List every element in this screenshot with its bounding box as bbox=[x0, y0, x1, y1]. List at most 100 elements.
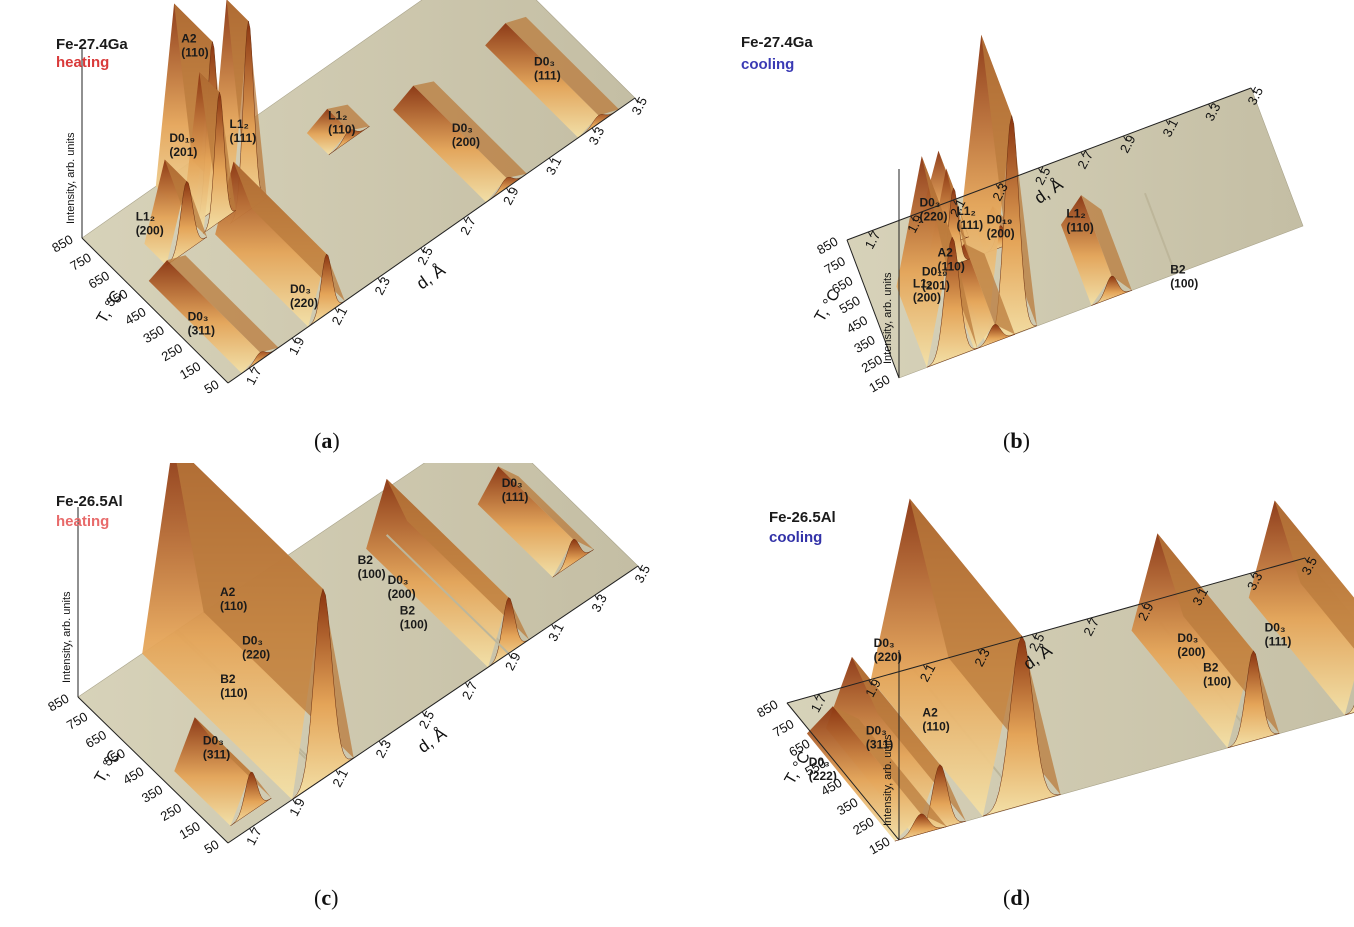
peak-hkl-label: (200) bbox=[452, 135, 480, 149]
mode-label: heating bbox=[56, 513, 110, 530]
peak-phase-label: D0₃ bbox=[203, 734, 224, 748]
x-tick-label: 1.7 bbox=[862, 228, 884, 251]
y-tick-label: 750 bbox=[67, 250, 93, 274]
peak-hkl-label: (111) bbox=[502, 490, 529, 504]
peak-phase-label: L1₂ bbox=[1066, 207, 1085, 221]
peak-hkl-label: (201) bbox=[169, 145, 197, 159]
x-tick-label: 2.7 bbox=[1080, 615, 1102, 638]
x-tick-label: 1.9 bbox=[904, 212, 926, 235]
peak-hkl-label: (200) bbox=[913, 291, 941, 305]
x-tick bbox=[464, 682, 469, 688]
x-tick-label: 3.3 bbox=[588, 592, 610, 615]
y-tick-label: 150 bbox=[176, 818, 202, 842]
peak-ridge-right bbox=[964, 243, 1015, 335]
x-axis-label: d, Å bbox=[414, 723, 450, 756]
x-tick bbox=[1037, 167, 1042, 174]
y-axis-line bbox=[846, 239, 900, 379]
x-tick bbox=[506, 187, 510, 194]
x-tick-label: 3.3 bbox=[1202, 100, 1224, 123]
x-axis-label: d, Å bbox=[413, 260, 449, 293]
y-tick-label: 150 bbox=[177, 358, 203, 382]
y-tick-label: 650 bbox=[86, 268, 112, 292]
peak-cross-section bbox=[292, 588, 354, 800]
y-tick-label: 350 bbox=[140, 322, 166, 346]
x-tick-label: 2.9 bbox=[1135, 600, 1157, 623]
peak-hkl-label: (220) bbox=[874, 650, 902, 664]
x-tick bbox=[1208, 103, 1212, 110]
x-tick-label: 2.7 bbox=[1074, 148, 1096, 171]
peak-ridge-left bbox=[1060, 195, 1112, 306]
x-tick-label: 3.5 bbox=[1244, 84, 1266, 107]
peak-hkl-label: (220) bbox=[242, 647, 270, 661]
peak-phase-label: D0₃ bbox=[809, 755, 830, 769]
x-tick bbox=[248, 367, 253, 374]
x-tick bbox=[637, 565, 642, 572]
peak-hkl-label: (200) bbox=[136, 223, 164, 237]
peak-phase-label: B2 bbox=[1170, 263, 1186, 277]
x-tick-label: 2.9 bbox=[502, 650, 524, 673]
peak-hkl-label: (311) bbox=[203, 748, 230, 762]
peak-ridge-right bbox=[176, 463, 354, 759]
peak-hkl-label: (100) bbox=[1203, 674, 1231, 688]
peak-ridge-right bbox=[1081, 195, 1132, 291]
x-tick bbox=[995, 183, 1000, 190]
peak-hkl-label: (111) bbox=[534, 68, 561, 82]
peak-phase-label: D0₁₉ bbox=[987, 213, 1013, 227]
peak-phase-label: L1₂ bbox=[956, 204, 975, 218]
peak-hkl-label: (200) bbox=[987, 227, 1015, 241]
peak-phase-label: A2 bbox=[937, 245, 953, 259]
y-tick-label: 250 bbox=[158, 800, 184, 824]
peak-phase-label: B2 bbox=[400, 604, 416, 618]
peak-cross-section bbox=[328, 126, 370, 155]
peak-cross-section bbox=[926, 236, 978, 368]
y-tick-label: 350 bbox=[139, 782, 165, 806]
peak-hkl-label: (111) bbox=[1265, 634, 1292, 648]
x-tick bbox=[1304, 557, 1309, 564]
y-tick-label: 250 bbox=[159, 340, 185, 364]
peak-ridge-left bbox=[174, 717, 251, 826]
mode-label: cooling bbox=[769, 529, 823, 546]
x-tick-label: 2.5 bbox=[416, 708, 438, 731]
y-axis-line bbox=[786, 702, 900, 841]
peak-phase-label: L1₂ bbox=[230, 117, 249, 131]
peak-ridge-left bbox=[485, 23, 599, 138]
y-tick-label: 450 bbox=[122, 304, 148, 328]
x-tick-label: 2.7 bbox=[459, 679, 481, 702]
y-tick-label: 150 bbox=[866, 372, 892, 396]
x-tick bbox=[1122, 135, 1127, 142]
peak-hkl-label: (110) bbox=[220, 599, 247, 613]
panel-a: 1.7 1.9 2.1 2.3 2.5 2.7 2.9 3.1 3.3 3.5 d, Å 50 150 2… bbox=[0, 0, 677, 463]
y-tick-label: 150 bbox=[866, 834, 892, 858]
peak-phase-label: D0₃ bbox=[242, 633, 263, 647]
x-tick bbox=[420, 247, 425, 254]
peak-cross-section bbox=[894, 813, 947, 842]
x-tick bbox=[591, 127, 596, 134]
x-tick-label: 2.1 bbox=[329, 304, 351, 327]
peak-ridge-right bbox=[386, 478, 530, 640]
peak-hkl-label: (110) bbox=[922, 719, 949, 733]
panel-label: (a) bbox=[314, 428, 340, 453]
x-tick bbox=[594, 594, 599, 601]
peak-ridge-left bbox=[870, 498, 1022, 817]
peak-hkl-label: (110) bbox=[937, 259, 964, 273]
peak-ridge-right bbox=[413, 81, 527, 178]
x-tick bbox=[334, 307, 339, 314]
x-tick-label: 1.9 bbox=[862, 677, 884, 700]
y-tick-label: 650 bbox=[83, 727, 109, 751]
y-tick-label: 250 bbox=[850, 814, 876, 838]
peak-phase-label: D0₃ bbox=[866, 724, 887, 738]
y-tick-label: 450 bbox=[120, 764, 146, 788]
peak-cross-section bbox=[982, 635, 1061, 817]
peak-phase-label: B2 bbox=[220, 672, 236, 686]
peak-ridge-right bbox=[1274, 500, 1354, 649]
peak-phase-label: D0₁₉ bbox=[169, 131, 195, 145]
peak-phase-label: B2 bbox=[358, 553, 374, 567]
peak-hkl-label: (110) bbox=[181, 46, 208, 60]
peak-hkl-label: (100) bbox=[358, 567, 386, 581]
peak-ridge-right bbox=[233, 161, 345, 302]
mode-label: cooling bbox=[741, 56, 795, 73]
peak-ridge-left bbox=[148, 260, 261, 374]
x-tick bbox=[1140, 603, 1145, 610]
peak-hkl-label: (222) bbox=[809, 769, 837, 783]
peak-cross-section bbox=[202, 92, 236, 234]
